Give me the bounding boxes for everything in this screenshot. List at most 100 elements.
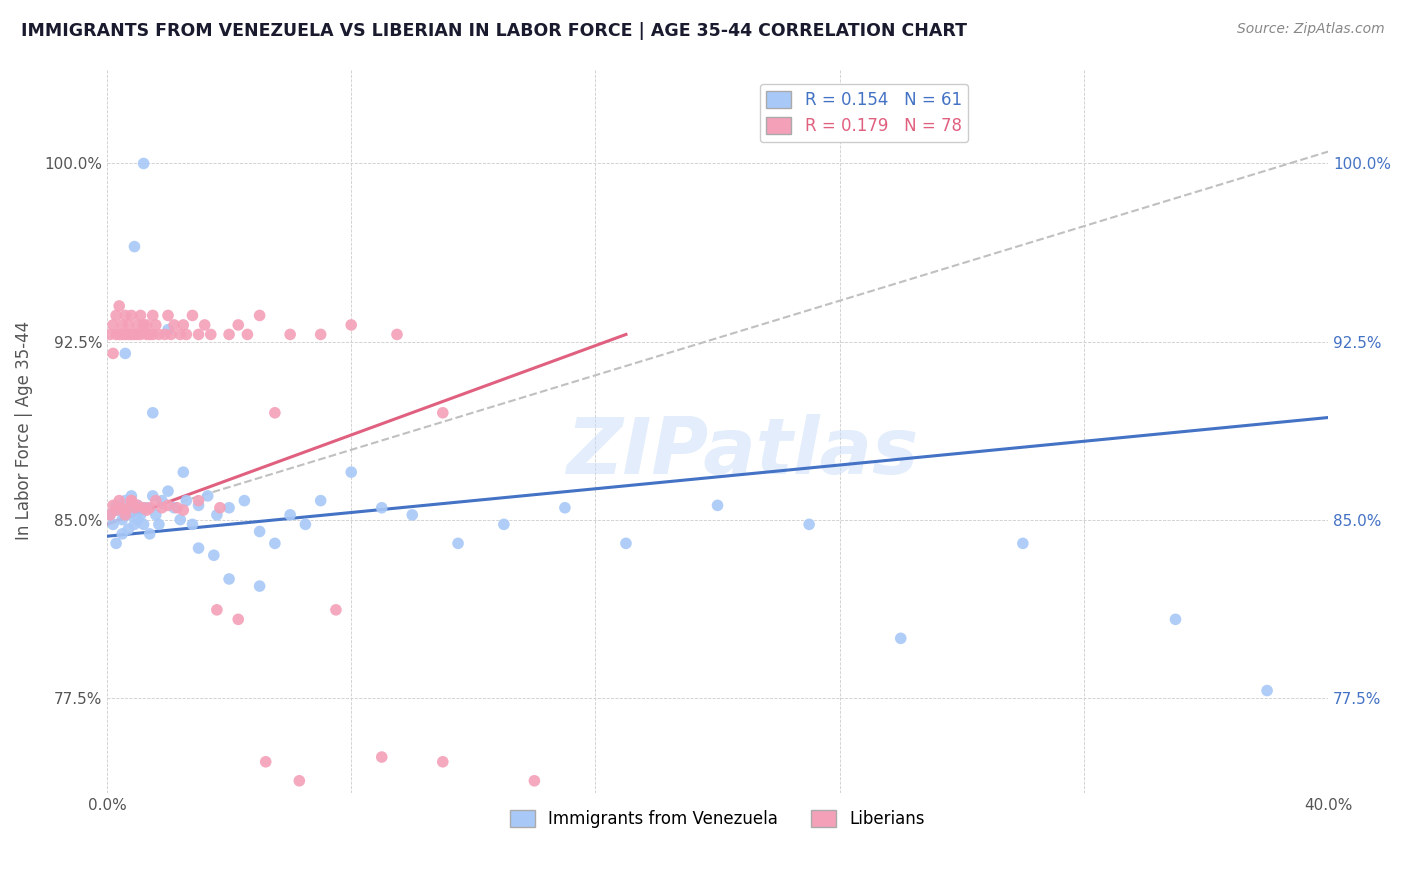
Point	[105, 503, 128, 517]
Point	[187, 541, 209, 555]
Point	[254, 755, 277, 769]
Point	[135, 318, 157, 332]
Point	[371, 750, 394, 764]
Point	[169, 513, 191, 527]
Point	[492, 517, 515, 532]
Point	[371, 500, 394, 515]
Point	[172, 318, 194, 332]
Y-axis label: In Labor Force | Age 35-44: In Labor Force | Age 35-44	[15, 321, 32, 541]
Point	[105, 327, 128, 342]
Point	[614, 536, 637, 550]
Point	[401, 508, 423, 522]
Point	[148, 327, 170, 342]
Point	[138, 527, 160, 541]
Point	[127, 499, 149, 513]
Point	[148, 517, 170, 532]
Point	[236, 327, 259, 342]
Point	[127, 327, 149, 342]
Point	[132, 517, 155, 532]
Point	[432, 755, 454, 769]
Point	[181, 309, 204, 323]
Point	[325, 603, 347, 617]
Point	[249, 309, 271, 323]
Point	[264, 406, 287, 420]
Point	[233, 493, 256, 508]
Point	[117, 327, 139, 342]
Point	[132, 156, 155, 170]
Point	[197, 489, 219, 503]
Point	[447, 536, 470, 550]
Point	[108, 327, 131, 342]
Point	[160, 327, 183, 342]
Point	[135, 503, 157, 517]
Point	[105, 309, 128, 323]
Point	[163, 500, 186, 515]
Point	[129, 327, 152, 342]
Point	[187, 327, 209, 342]
Point	[101, 499, 124, 513]
Point	[309, 493, 332, 508]
Point	[226, 612, 249, 626]
Point	[124, 239, 146, 253]
Point	[120, 493, 142, 508]
Point	[157, 323, 180, 337]
Point	[340, 465, 363, 479]
Point	[205, 508, 228, 522]
Text: Source: ZipAtlas.com: Source: ZipAtlas.com	[1237, 22, 1385, 37]
Point	[98, 508, 121, 522]
Point	[108, 493, 131, 508]
Point	[181, 517, 204, 532]
Point	[135, 327, 157, 342]
Point	[890, 632, 912, 646]
Point	[114, 493, 136, 508]
Point	[114, 346, 136, 360]
Point	[157, 499, 180, 513]
Point	[98, 327, 121, 342]
Point	[176, 493, 198, 508]
Point	[105, 499, 128, 513]
Point	[187, 499, 209, 513]
Text: ZIPatlas: ZIPatlas	[565, 414, 918, 491]
Point	[108, 503, 131, 517]
Point	[385, 327, 408, 342]
Point	[309, 327, 332, 342]
Point	[157, 309, 180, 323]
Point	[111, 500, 134, 515]
Point	[105, 536, 128, 550]
Point	[1164, 612, 1187, 626]
Point	[111, 327, 134, 342]
Point	[706, 499, 728, 513]
Point	[249, 524, 271, 539]
Point	[169, 327, 191, 342]
Point	[132, 500, 155, 515]
Point	[153, 327, 176, 342]
Point	[114, 309, 136, 323]
Point	[1011, 536, 1033, 550]
Point	[111, 513, 134, 527]
Point	[120, 327, 142, 342]
Point	[145, 493, 167, 508]
Point	[127, 318, 149, 332]
Point	[138, 500, 160, 515]
Point	[145, 508, 167, 522]
Point	[142, 406, 165, 420]
Point	[340, 318, 363, 332]
Point	[129, 508, 152, 522]
Point	[142, 489, 165, 503]
Point	[129, 309, 152, 323]
Point	[208, 500, 231, 515]
Point	[124, 500, 146, 515]
Point	[187, 493, 209, 508]
Point	[176, 327, 198, 342]
Point	[132, 318, 155, 332]
Point	[288, 773, 311, 788]
Point	[120, 493, 142, 508]
Point	[111, 318, 134, 332]
Point	[166, 500, 188, 515]
Point	[172, 465, 194, 479]
Point	[157, 484, 180, 499]
Point	[523, 773, 546, 788]
Point	[127, 499, 149, 513]
Point	[114, 503, 136, 517]
Point	[278, 327, 301, 342]
